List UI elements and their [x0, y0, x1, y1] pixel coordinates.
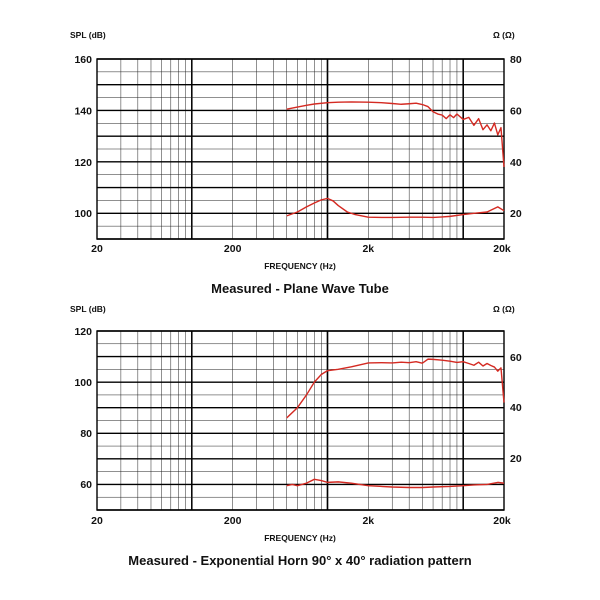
bottom-y2label: Ω (Ω): [493, 304, 515, 314]
top-x-ticks: 20 200 2k 20k: [91, 243, 511, 255]
top-y2-tick: 40: [510, 157, 522, 169]
top-curves: [286, 101, 505, 219]
bottom-y2-ticks: 60 40 20: [510, 352, 522, 465]
bottom-y2-tick: 20: [510, 453, 522, 465]
top-plot-frame: [96, 58, 505, 240]
bottom-x-ticks: 20 200 2k 20k: [91, 515, 511, 527]
top-grid: [96, 58, 505, 240]
top-y-tick: 100: [74, 208, 92, 220]
top-x-tick: 2k: [362, 243, 374, 255]
top-y2-tick: 60: [510, 106, 522, 118]
impedance-curve: [286, 478, 505, 489]
bottom-grid: [96, 330, 505, 511]
top-y2label: Ω (Ω): [493, 30, 515, 40]
bottom-plot-frame: [96, 330, 505, 511]
bottom-y-tick: 80: [80, 428, 92, 440]
bottom-ylabel: SPL (dB): [70, 304, 106, 314]
bottom-y-tick: 120: [74, 326, 92, 338]
top-y-tick: 120: [74, 157, 92, 169]
bottom-y2-tick: 60: [510, 352, 522, 364]
top-y-tick: 160: [74, 54, 92, 66]
bottom-x-tick: 20: [91, 515, 103, 527]
bottom-x-tick: 2k: [362, 515, 374, 527]
chart-plane-wave-tube: SPL (dB) Ω (Ω) 160 140 120 100 80 60 40 …: [70, 30, 522, 296]
top-ylabel: SPL (dB): [70, 30, 106, 40]
top-y2-tick: 80: [510, 54, 522, 66]
bottom-x-tick: 200: [224, 515, 242, 527]
bottom-y2-tick: 40: [510, 402, 522, 414]
top-y2-tick: 20: [510, 208, 522, 220]
top-caption: Measured - Plane Wave Tube: [211, 281, 389, 296]
spl-curve: [286, 101, 505, 168]
bottom-curves: [286, 358, 505, 489]
top-x-tick: 20k: [493, 243, 511, 255]
impedance-curve: [286, 197, 505, 219]
top-y-ticks: 160 140 120 100: [74, 54, 92, 220]
bottom-y-tick: 100: [74, 377, 92, 389]
bottom-y-tick: 60: [80, 479, 92, 491]
bottom-x-tick: 20k: [493, 515, 511, 527]
top-x-tick: 200: [224, 243, 242, 255]
bottom-caption: Measured - Exponential Horn 90° x 40° ra…: [128, 553, 471, 568]
chart-exponential-horn: SPL (dB) Ω (Ω) 120 100 80 60 60 40 20 20…: [70, 304, 522, 568]
bottom-xlabel: FREQUENCY (Hz): [264, 533, 336, 543]
spl-curve: [286, 358, 505, 419]
top-x-tick: 20: [91, 243, 103, 255]
top-y2-ticks: 80 60 40 20: [510, 54, 522, 220]
top-y-tick: 140: [74, 106, 92, 118]
top-xlabel: FREQUENCY (Hz): [264, 261, 336, 271]
bottom-y-ticks: 120 100 80 60: [74, 326, 92, 491]
